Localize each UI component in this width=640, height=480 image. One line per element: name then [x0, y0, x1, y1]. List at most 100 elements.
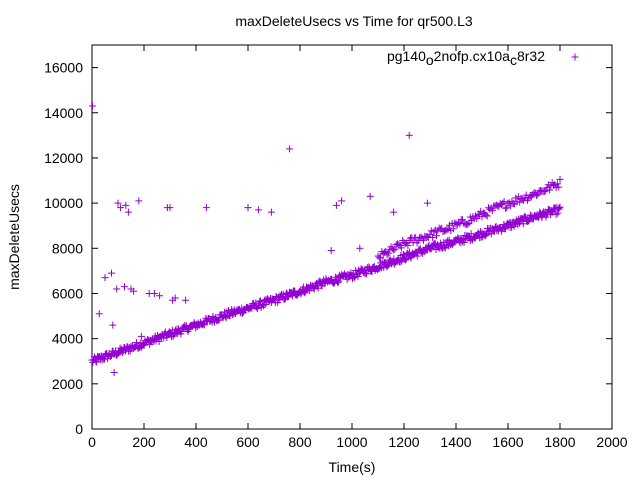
data-point	[402, 256, 410, 264]
data-point	[384, 262, 392, 270]
data-point	[146, 341, 154, 349]
outlier-point	[390, 208, 398, 216]
outlier-point	[171, 294, 179, 302]
y-tick-label: 8000	[52, 240, 83, 256]
data-point	[464, 220, 472, 228]
x-axis-title: Time(s)	[329, 459, 376, 475]
data-point	[546, 186, 554, 194]
data-point	[288, 292, 296, 300]
outlier-point	[150, 289, 158, 297]
legend-label: pg140o2nofp.cx10ac8r32	[387, 48, 545, 68]
y-tick-label: 0	[75, 421, 83, 437]
data-point	[143, 335, 151, 343]
outlier-point	[130, 287, 138, 295]
data-point	[354, 273, 362, 281]
outlier-point	[405, 131, 413, 139]
data-point	[420, 236, 427, 244]
data-point	[449, 225, 457, 233]
outlier-point	[113, 285, 121, 293]
data-point	[542, 187, 550, 195]
data-point	[384, 249, 392, 257]
data-point	[357, 265, 365, 273]
data-point	[228, 311, 236, 319]
outlier-point	[135, 197, 143, 205]
outlier-point	[156, 292, 164, 300]
data-point	[239, 309, 247, 317]
data-point	[437, 239, 445, 247]
data-point	[460, 238, 468, 246]
data-point	[509, 200, 517, 208]
x-tick-label: 800	[288, 434, 312, 450]
data-point	[556, 203, 564, 211]
y-tick-label: 14000	[44, 105, 83, 121]
x-tick-label: 600	[236, 434, 260, 450]
data-point	[165, 328, 173, 336]
data-point	[192, 324, 200, 332]
data-point	[404, 241, 412, 249]
data-point	[534, 190, 542, 198]
data-point	[492, 222, 500, 230]
data-point	[315, 277, 323, 285]
data-point	[253, 305, 261, 313]
y-tick-label: 10000	[44, 195, 83, 211]
data-point	[540, 187, 548, 195]
data-point	[223, 308, 231, 316]
data-point	[401, 255, 409, 263]
data-point	[533, 192, 541, 200]
data-point	[429, 233, 437, 241]
legend-marker-plus	[571, 53, 579, 61]
data-point	[310, 285, 318, 293]
outlier-point	[114, 199, 122, 207]
data-point	[405, 248, 413, 256]
data-point	[555, 204, 563, 212]
legend: pg140o2nofp.cx10ac8r32	[387, 48, 579, 68]
data-point	[101, 351, 109, 359]
outlier-point	[202, 204, 210, 212]
plot-frame	[91, 44, 613, 430]
y-tick-label: 16000	[44, 60, 83, 76]
data-point	[377, 254, 385, 262]
data-point	[391, 245, 399, 253]
data-point	[556, 175, 564, 183]
outlier-point	[254, 206, 262, 214]
outlier-point	[110, 369, 118, 377]
data-point	[397, 244, 405, 252]
outlier-point	[244, 204, 252, 212]
data-point	[301, 289, 309, 297]
y-axis-title: maxDeleteUsecs	[6, 184, 22, 290]
data-point	[554, 209, 562, 217]
x-tick-label: 2000	[596, 434, 627, 450]
data-point	[334, 279, 342, 287]
outlier-point	[108, 269, 115, 277]
data-point	[482, 231, 490, 239]
outlier-point	[109, 321, 117, 329]
data-point	[500, 198, 508, 206]
chart-title: maxDeleteUsecs vs Time for qr500.L3	[235, 13, 473, 29]
data-point	[555, 183, 563, 191]
data-point	[483, 212, 491, 220]
axis-ticks: 0 200 400 600 800 1000 1200 1400 1600 1800 2000 0 20…	[44, 45, 628, 450]
data-point	[384, 261, 392, 269]
x-tick-label: 1000	[336, 434, 367, 450]
x-tick-label: 1600	[492, 434, 523, 450]
outlier-point	[121, 283, 128, 291]
outlier-point	[137, 332, 145, 340]
data-point	[163, 333, 171, 341]
data-point	[488, 207, 496, 215]
data-point	[503, 204, 511, 212]
data-point	[433, 232, 440, 240]
outlier-point	[332, 201, 340, 209]
outlier-point	[423, 199, 431, 207]
data-point	[178, 327, 186, 335]
outlier-point	[327, 247, 335, 255]
data-point	[352, 267, 360, 275]
y-tick-label: 12000	[44, 150, 83, 166]
data-point	[515, 219, 523, 227]
outlier-point	[89, 102, 97, 110]
data-point	[519, 220, 527, 228]
y-tick-label: 4000	[52, 331, 83, 347]
data-point	[552, 210, 560, 218]
outlier-point	[124, 208, 132, 216]
y-tick-label: 2000	[52, 376, 83, 392]
